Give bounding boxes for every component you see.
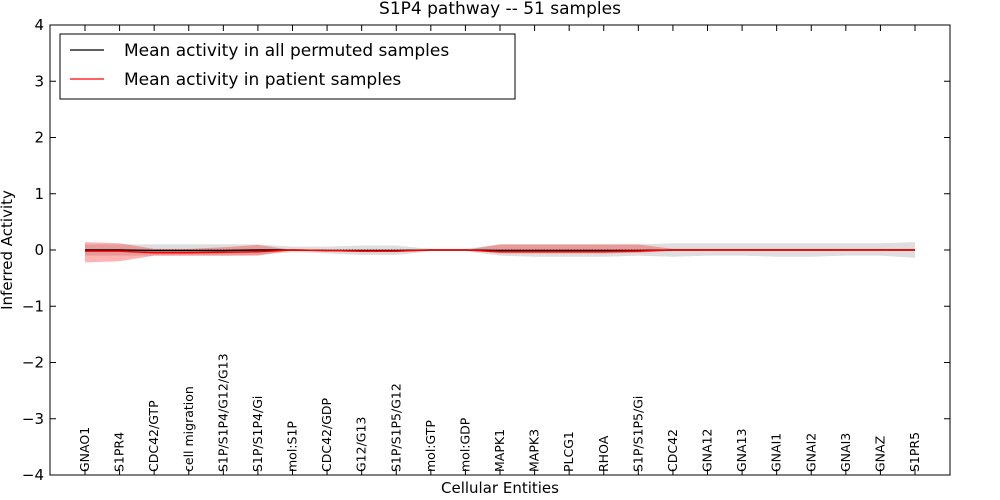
y-tick-label: 4 (34, 16, 44, 34)
x-axis-category-labels: GNAO1 S1PR4 CDC42/GTP cell migration S1P/S1P… (77, 25, 922, 475)
y-tick-label: −4 (22, 466, 44, 484)
x-category-label: G12/G13 (354, 417, 369, 472)
x-category-label: GNAI2 (803, 433, 818, 472)
x-category-label: PLCG1 (561, 431, 576, 472)
legend-label-permuted: Mean activity in all permuted samples (124, 41, 449, 61)
x-category-label: mol:GDP (457, 417, 472, 472)
patient-mean-line (85, 249, 915, 254)
y-tick-label: 1 (34, 185, 44, 203)
x-category-label: MAPK3 (527, 429, 542, 472)
x-category-label: GNAI1 (769, 433, 784, 472)
x-axis-title: Cellular Entities (441, 479, 559, 497)
x-category-label: mol:S1P (285, 421, 300, 472)
x-category-label: MAPK1 (492, 429, 507, 472)
y-tick-label: −1 (22, 297, 44, 315)
plot-area (85, 242, 915, 263)
y-tick-label: 3 (34, 72, 44, 90)
x-category-label: cell migration (181, 386, 196, 472)
legend-label-patient: Mean activity in patient samples (124, 70, 401, 90)
x-category-label: GNA12 (700, 429, 715, 473)
x-category-label: GNA13 (734, 429, 749, 473)
x-category-label: S1P/S1P5/G12 (388, 383, 403, 472)
y-tick-label: −2 (22, 354, 44, 372)
legend: Mean activity in all permuted samples Me… (59, 33, 516, 100)
x-category-label: mol:GTP (423, 420, 438, 472)
x-category-label: CDC42/GDP (319, 397, 334, 472)
chart-title: S1P4 pathway -- 51 samples (379, 0, 621, 19)
y-tick-label: −3 (22, 410, 44, 428)
x-category-label: S1P/S1P5/Gi (630, 396, 645, 472)
y-axis-title: Inferred Activity (0, 190, 16, 310)
x-category-label: S1PR4 (112, 432, 127, 472)
x-category-label: RHOA (596, 435, 611, 472)
y-tick-label: 2 (34, 129, 44, 147)
x-category-label: S1P/S1P4/G12/G13 (215, 353, 230, 472)
x-category-label: GNAZ (872, 436, 887, 472)
x-category-label: CDC42/GTP (146, 400, 161, 472)
y-axis: −4 −3 −2 −1 0 1 2 3 4 (22, 16, 950, 484)
legend-frame (59, 33, 516, 100)
y-tick-label: 0 (34, 241, 44, 259)
x-category-label: CDC42 (665, 429, 680, 472)
x-category-label: GNAI3 (838, 433, 853, 472)
x-category-label: GNAO1 (77, 427, 92, 472)
x-category-label: S1PR5 (907, 432, 922, 472)
x-category-label: S1P/S1P4/Gi (250, 396, 265, 472)
